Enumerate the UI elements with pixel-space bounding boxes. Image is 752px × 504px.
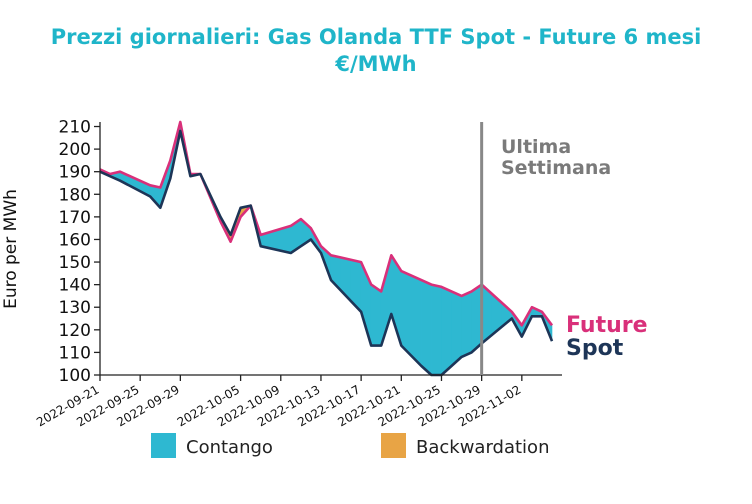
y-tick-label: 180 <box>59 185 91 205</box>
contango-fill <box>441 286 452 376</box>
legend-label-backwardation: Backwardation <box>416 437 549 458</box>
y-tick-label: 170 <box>59 208 91 228</box>
y-tick-label: 140 <box>59 276 91 296</box>
chart-title-line1: Prezzi giornalieri: Gas Olanda TTF Spot … <box>50 25 702 49</box>
contango-fill <box>431 284 442 376</box>
contango-fill <box>421 279 432 376</box>
series-label-future: Future <box>566 313 648 338</box>
y-tick-label: 150 <box>59 253 91 273</box>
chart-title: Prezzi giornalieri: Gas Olanda TTF Spot … <box>0 24 752 78</box>
contango-fill <box>400 270 412 357</box>
annotation-label-line2: Settimana <box>501 157 611 179</box>
series-line-future <box>99 120 554 327</box>
y-tick-label: 130 <box>59 298 91 318</box>
series-line-spot <box>99 129 554 377</box>
y-tick-label: 110 <box>59 343 91 363</box>
contango-fill <box>280 225 292 254</box>
y-tick-label: 100 <box>59 366 91 386</box>
legend-swatch-contango <box>151 433 176 458</box>
y-tick-label: 120 <box>59 321 91 341</box>
series-label-spot: Spot <box>566 336 624 361</box>
legend: Contango Backwardation <box>151 433 549 458</box>
annotation-label-line1: Ultima <box>501 136 571 158</box>
legend-swatch-backwardation <box>381 433 406 458</box>
y-axis-label: Euro per MWh <box>1 189 21 309</box>
y-tick-label: 160 <box>59 230 91 250</box>
contango-fill <box>410 275 422 367</box>
series-lines <box>99 120 554 377</box>
chart-title-line2: €/MWh <box>335 52 417 76</box>
x-axis: 2022-09-212022-09-252022-09-292022-10-05… <box>34 374 562 429</box>
y-tick-label: 200 <box>59 140 91 160</box>
contango-fill <box>451 290 462 367</box>
contango-fill <box>461 290 472 358</box>
y-tick-label: 210 <box>59 118 91 138</box>
contango-fill <box>370 284 382 346</box>
legend-label-contango: Contango <box>186 437 273 458</box>
spread-fill-area <box>99 121 553 376</box>
y-tick-label: 190 <box>59 163 91 183</box>
